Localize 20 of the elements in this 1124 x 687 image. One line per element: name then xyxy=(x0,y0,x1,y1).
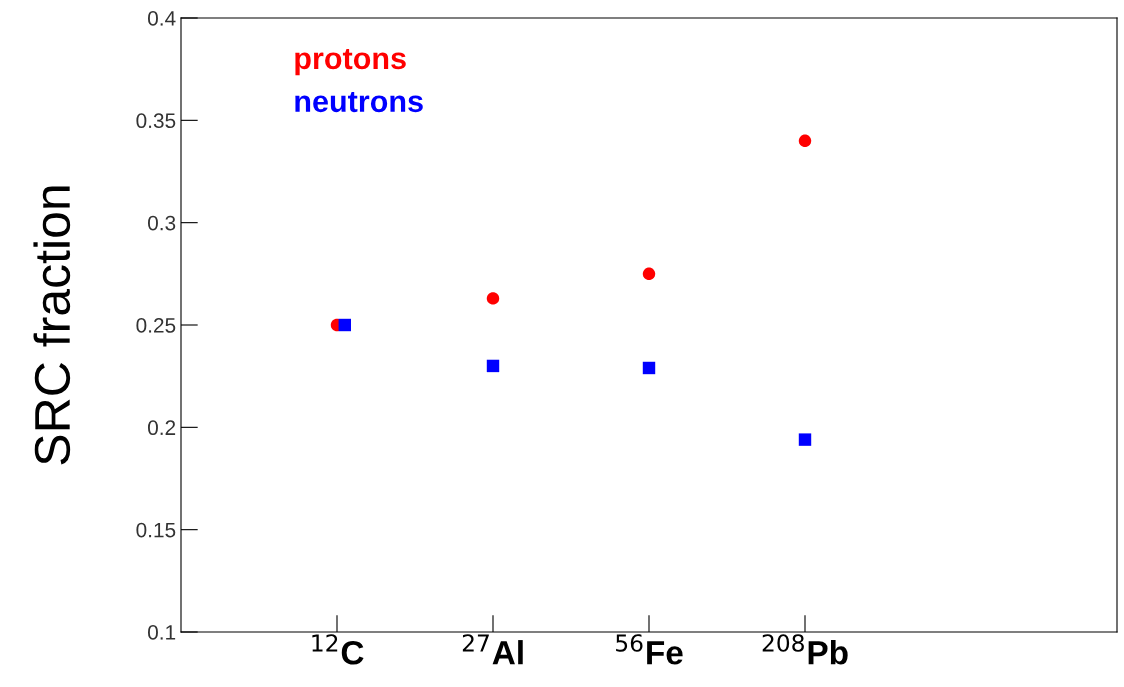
x-tick-label: $^{12}$C xyxy=(312,634,364,665)
x-tick-label: $^{27}$Al xyxy=(462,634,523,665)
point xyxy=(798,433,812,446)
text: protons xyxy=(295,48,406,76)
point xyxy=(486,359,500,373)
y-tick-label: 0.2 xyxy=(147,420,176,436)
point xyxy=(642,267,656,281)
point xyxy=(642,361,656,375)
y-tick-label: 0.15 xyxy=(136,522,176,538)
point xyxy=(486,292,500,305)
y-tick-label: 0.4 xyxy=(147,11,176,26)
y-axis-title: SRC fraction xyxy=(33,186,71,465)
x-tick-label: $^{56}$Fe xyxy=(616,634,683,665)
point xyxy=(798,134,812,148)
y-tick-label: 0.25 xyxy=(136,318,176,333)
text: neutrons xyxy=(295,91,423,113)
x-tick-label: $^{208}$Pb xyxy=(762,634,848,665)
y-tick-label: 0.35 xyxy=(136,113,176,129)
y-tick-label: 0.1 xyxy=(147,625,176,640)
y-tick-label: 0.3 xyxy=(147,215,176,231)
